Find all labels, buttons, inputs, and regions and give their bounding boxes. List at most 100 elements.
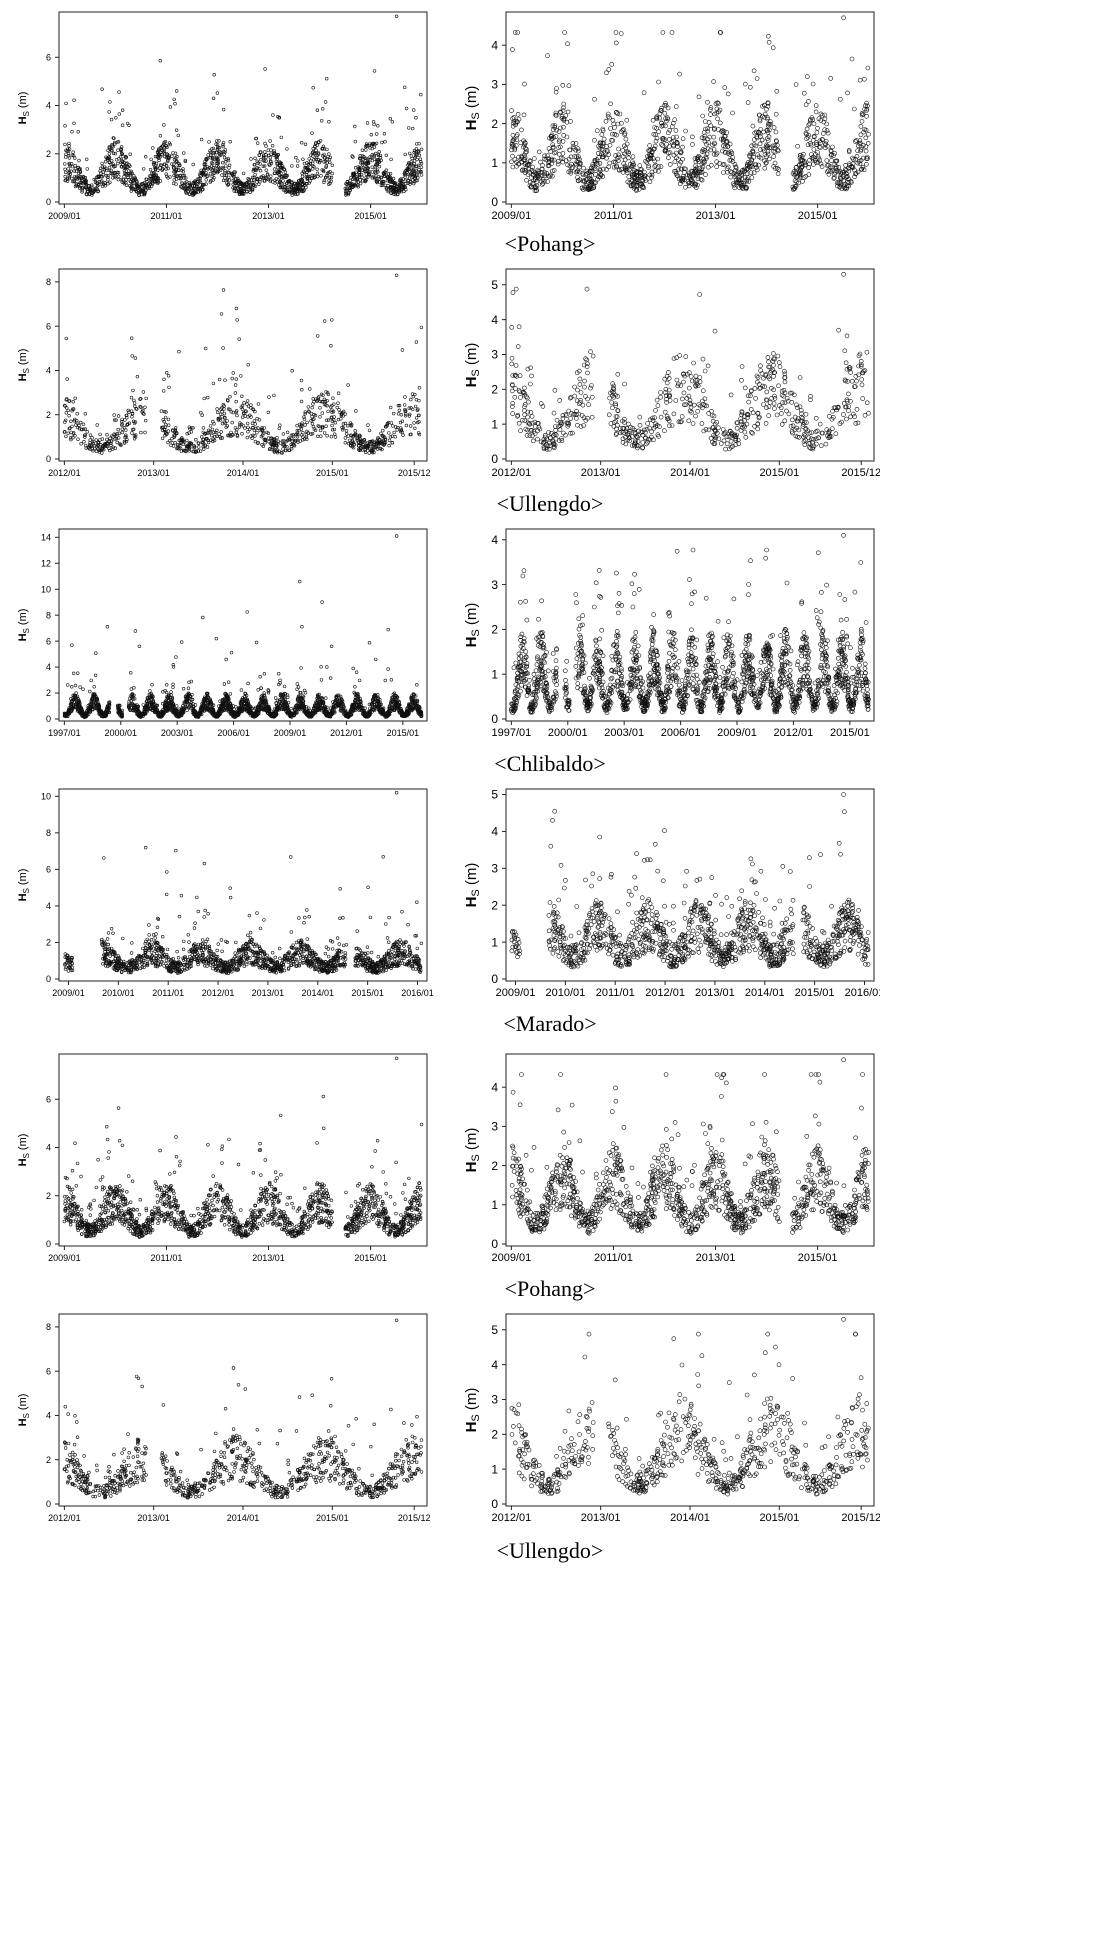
data-point	[553, 149, 559, 155]
data-point	[210, 156, 215, 160]
data-point	[742, 81, 748, 87]
data-point	[390, 434, 394, 438]
data-point	[263, 150, 267, 154]
y-tick-label: 0	[491, 452, 498, 466]
data-point	[108, 448, 112, 453]
data-point	[524, 433, 530, 438]
y-tick-label: 0	[491, 195, 498, 209]
data-point	[155, 165, 159, 169]
data-point	[253, 439, 258, 444]
data-point	[341, 414, 345, 418]
data-point	[858, 124, 864, 129]
data-point	[311, 86, 315, 90]
data-point	[793, 184, 799, 189]
data-point	[399, 430, 403, 434]
data-point	[237, 425, 242, 429]
data-point	[561, 105, 566, 111]
data-point	[368, 155, 372, 159]
data-point	[77, 174, 81, 178]
data-point	[216, 410, 220, 415]
data-point	[818, 443, 824, 448]
data-point	[257, 166, 261, 171]
data-point	[251, 408, 256, 412]
data-point	[192, 186, 196, 191]
data-point	[225, 398, 230, 402]
data-point	[637, 173, 643, 178]
data-point	[234, 189, 238, 194]
data-point	[525, 420, 531, 426]
data-point	[688, 175, 693, 180]
data-point	[64, 411, 68, 415]
data-point	[681, 176, 686, 181]
data-point	[834, 180, 840, 185]
data-point	[79, 442, 83, 446]
data-point	[863, 144, 869, 149]
data-point	[621, 430, 626, 435]
data-point	[581, 415, 587, 420]
data-point	[349, 183, 353, 187]
data-point	[560, 413, 566, 418]
data-point	[754, 167, 760, 173]
data-point	[234, 409, 239, 413]
data-point	[568, 431, 573, 436]
data-point	[182, 151, 186, 155]
data-point	[813, 109, 819, 115]
data-point	[582, 179, 587, 184]
data-point	[851, 106, 857, 112]
data-point	[242, 411, 246, 416]
data-point	[510, 290, 516, 295]
data-point	[153, 179, 157, 184]
data-point	[752, 386, 758, 391]
data-point	[519, 159, 525, 165]
data-point	[269, 152, 273, 156]
data-point	[862, 413, 868, 418]
data-point	[234, 177, 238, 181]
data-point	[736, 441, 742, 446]
data-point	[343, 441, 347, 445]
data-point	[159, 409, 164, 413]
data-point	[771, 351, 776, 356]
data-point	[664, 380, 670, 386]
data-point	[219, 312, 224, 316]
data-point	[221, 161, 225, 165]
data-point	[111, 435, 115, 439]
data-point	[803, 411, 809, 417]
data-point	[623, 136, 629, 142]
data-point	[524, 394, 529, 399]
data-point	[323, 319, 327, 323]
data-point	[196, 441, 201, 446]
data-point	[270, 442, 275, 447]
data-point	[536, 149, 542, 155]
y-tick-label: 3	[491, 348, 498, 362]
data-point	[373, 177, 377, 181]
data-point	[308, 174, 312, 179]
data-point	[374, 163, 378, 167]
data-point	[711, 127, 717, 132]
data-point	[290, 180, 294, 184]
data-point	[246, 363, 250, 367]
data-point	[520, 167, 526, 173]
data-point	[358, 181, 363, 186]
data-point	[133, 404, 137, 409]
data-point	[676, 419, 682, 425]
data-point	[179, 440, 184, 445]
data-point	[151, 161, 156, 165]
data-point	[687, 400, 693, 406]
data-point	[64, 406, 69, 410]
data-point	[618, 31, 624, 36]
data-point	[276, 439, 280, 444]
y-tick-label: 6	[46, 321, 51, 331]
data-point	[685, 371, 690, 377]
data-point	[728, 439, 734, 444]
data-point	[711, 79, 716, 84]
data-point	[249, 157, 253, 161]
data-point	[813, 140, 819, 145]
data-point	[798, 165, 804, 171]
data-point	[212, 176, 216, 180]
data-point	[252, 419, 257, 423]
data-point	[416, 150, 420, 154]
data-point	[279, 168, 283, 172]
data-point	[791, 169, 797, 174]
data-point	[313, 413, 318, 418]
data-point	[708, 112, 713, 117]
